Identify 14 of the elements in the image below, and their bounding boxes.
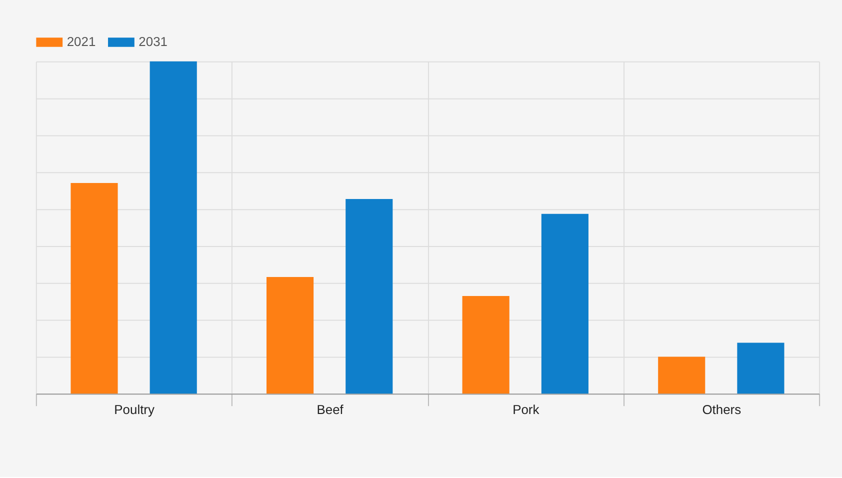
bar	[70, 183, 118, 394]
bar	[737, 342, 784, 394]
bar	[462, 296, 510, 394]
x-tick-label: Others	[702, 402, 742, 418]
bar	[150, 61, 197, 394]
x-tick-label: Beef	[316, 402, 344, 418]
bar	[541, 214, 588, 394]
legend-label: 2021	[66, 34, 96, 50]
bar	[266, 277, 314, 394]
legend-label: 2031	[138, 34, 168, 50]
bar	[346, 198, 393, 394]
bar	[658, 356, 706, 394]
x-tick-label: Poultry	[114, 402, 155, 418]
x-tick-label: Pork	[512, 402, 540, 418]
